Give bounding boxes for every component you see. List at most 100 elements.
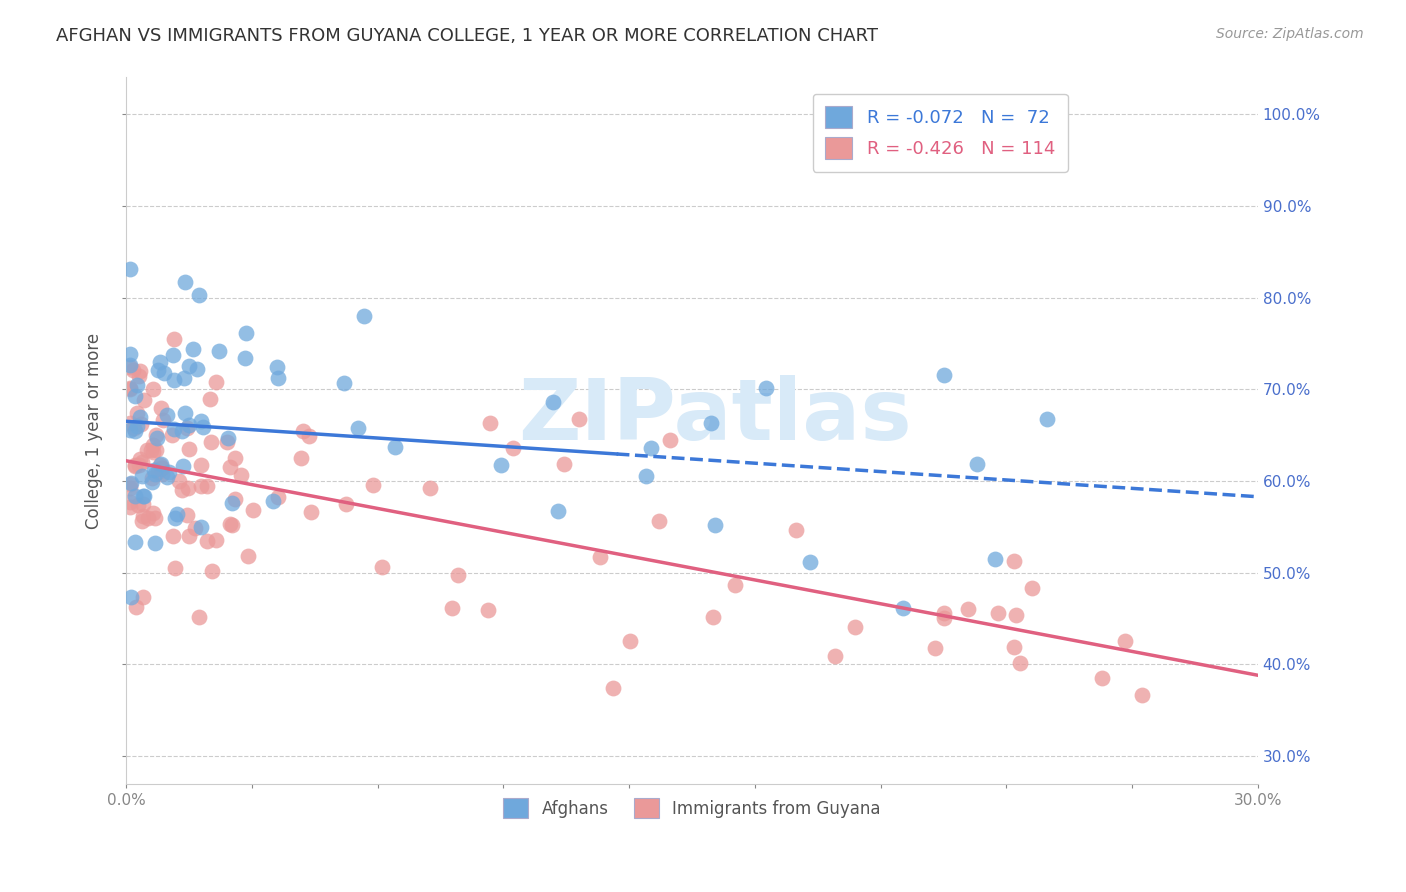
Point	[149, 458, 172, 473]
Point	[142, 382, 165, 396]
Point	[634, 469, 657, 483]
Point	[987, 606, 1010, 620]
Point	[157, 465, 180, 479]
Point	[129, 451, 152, 466]
Point	[299, 505, 322, 519]
Point	[347, 421, 370, 435]
Point	[553, 457, 575, 471]
Point	[266, 370, 288, 384]
Point	[132, 497, 155, 511]
Point	[335, 497, 357, 511]
Point	[145, 427, 167, 442]
Point	[700, 416, 723, 430]
Point	[143, 511, 166, 525]
Point	[135, 442, 157, 457]
Point	[150, 467, 173, 482]
Point	[179, 442, 201, 457]
Point	[188, 288, 211, 302]
Text: Source: ZipAtlas.com: Source: ZipAtlas.com	[1216, 27, 1364, 41]
Point	[142, 438, 165, 452]
Point	[204, 376, 226, 390]
Point	[132, 489, 155, 503]
Point	[142, 445, 165, 459]
Point	[122, 421, 145, 435]
Point	[619, 633, 641, 648]
Point	[163, 511, 186, 525]
Point	[163, 422, 186, 436]
Y-axis label: College, 1 year or more: College, 1 year or more	[86, 333, 103, 529]
Point	[131, 469, 153, 483]
Point	[131, 455, 153, 469]
Point	[181, 342, 204, 356]
Point	[984, 552, 1007, 566]
Point	[145, 442, 167, 457]
Point	[785, 523, 807, 537]
Point	[132, 509, 155, 524]
Point	[124, 489, 146, 503]
Point	[118, 477, 141, 491]
Point	[219, 459, 242, 474]
Point	[267, 490, 290, 504]
Point	[176, 421, 198, 435]
Point	[932, 606, 955, 620]
Point	[129, 417, 152, 432]
Point	[118, 481, 141, 495]
Point	[118, 382, 141, 396]
Point	[236, 549, 259, 564]
Point	[118, 500, 141, 514]
Point	[127, 498, 149, 512]
Point	[723, 578, 745, 592]
Point	[217, 434, 239, 449]
Point	[218, 517, 240, 532]
Point	[502, 441, 524, 455]
Point	[150, 461, 173, 475]
Point	[129, 364, 152, 378]
Point	[143, 463, 166, 477]
Point	[363, 477, 385, 491]
Point	[221, 517, 243, 532]
Point	[384, 440, 406, 454]
Point	[333, 376, 356, 390]
Point	[229, 468, 252, 483]
Point	[120, 359, 142, 374]
Point	[177, 528, 200, 542]
Point	[799, 555, 821, 569]
Point	[1002, 554, 1025, 568]
Point	[146, 431, 169, 445]
Point	[142, 506, 165, 520]
Point	[124, 534, 146, 549]
Point	[172, 458, 194, 473]
Point	[122, 363, 145, 377]
Point	[824, 648, 846, 663]
Point	[124, 459, 146, 474]
Point	[124, 599, 146, 614]
Point	[124, 458, 146, 472]
Point	[1005, 608, 1028, 623]
Point	[235, 326, 257, 340]
Point	[1036, 412, 1059, 426]
Point	[165, 561, 187, 575]
Point	[1002, 640, 1025, 655]
Point	[143, 467, 166, 481]
Point	[118, 423, 141, 437]
Point	[190, 479, 212, 493]
Point	[447, 567, 470, 582]
Point	[149, 401, 172, 416]
Point	[128, 409, 150, 424]
Point	[163, 332, 186, 346]
Point	[704, 517, 727, 532]
Legend: Afghans, Immigrants from Guyana: Afghans, Immigrants from Guyana	[496, 791, 887, 825]
Point	[353, 310, 375, 324]
Point	[568, 412, 591, 426]
Point	[128, 369, 150, 384]
Point	[204, 533, 226, 548]
Point	[198, 392, 221, 406]
Point	[174, 275, 197, 289]
Point	[184, 521, 207, 535]
Point	[177, 481, 200, 495]
Point	[149, 457, 172, 471]
Point	[132, 590, 155, 604]
Point	[127, 378, 149, 392]
Point	[541, 395, 564, 409]
Point	[208, 343, 231, 358]
